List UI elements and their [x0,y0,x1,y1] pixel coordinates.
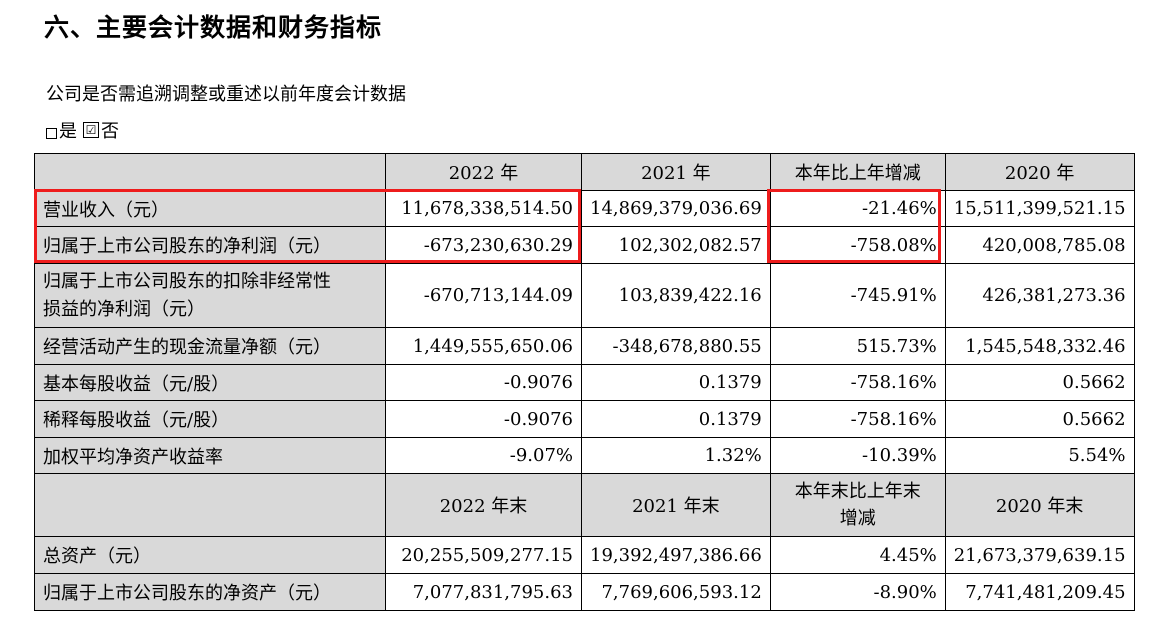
table-row: 归属于上市公司股东的净资产（元） 7,077,831,795.63 7,769,… [34,573,1135,611]
cell-value: 19,392,497,386.66 [581,536,771,574]
cell-value: 0.5662 [944,400,1135,438]
table-row: 总资产（元） 20,255,509,277.15 19,392,497,386.… [34,536,1135,574]
checked-box-icon: ☑ [83,122,99,138]
row-label-total-assets: 总资产（元） [34,536,386,574]
restatement-answer: 是 ☑ 否 [46,117,119,143]
table-row: 经营活动产生的现金流量净额（元） 1,449,555,650.06 -348,6… [34,327,1135,365]
restatement-question: 公司是否需追溯调整或重述以前年度会计数据 [46,84,406,105]
header-2022-end: 2022 年末 [385,473,582,537]
header-blank-cell [34,153,386,191]
header-line: 增减 [839,508,876,529]
header-2020-end: 2020 年末 [944,473,1135,537]
cell-value: 7,769,606,593.12 [581,573,771,611]
cell-value: 15,511,399,521.15 [944,190,1135,227]
cell-value: -745.91% [769,263,946,328]
table-row: 归属于上市公司股东的净利润（元） -673,230,630.29 102,302… [34,226,1135,264]
header-2021-end: 2021 年末 [581,473,771,537]
header-yoy-change-end: 本年末比上年末 增减 [769,473,946,537]
cell-value: 4.45% [769,536,946,574]
cell-value: 7,741,481,209.45 [944,573,1135,611]
cell-value: 0.5662 [944,364,1135,401]
unchecked-box-icon [46,127,57,139]
cell-value: 7,077,831,795.63 [385,573,582,611]
row-label-net-profit: 归属于上市公司股东的净利润（元） [34,226,386,264]
row-label-weighted-roe: 加权平均净资产收益率 [34,437,386,474]
cell-value: 14,869,379,036.69 [581,190,771,227]
cell-value: 102,302,082.57 [581,226,771,264]
row-label-revenue: 营业收入（元） [34,190,386,227]
row-label-deducted-net-profit: 归属于上市公司股东的扣除非经常性 损益的净利润（元） [34,263,386,328]
no-label: 否 [101,121,119,142]
cell-value: 103,839,422.16 [581,263,771,328]
cell-value: -9.07% [385,437,582,474]
yes-label: 是 [59,121,77,142]
label-line: 损益的净利润（元） [43,298,205,320]
cell-value: -758.16% [769,400,946,438]
header-2022: 2022 年 [385,153,582,191]
header-blank-cell [34,473,386,537]
cell-value: 5.54% [944,437,1135,474]
cell-value: -673,230,630.29 [385,226,582,264]
row-label-basic-eps: 基本每股收益（元/股） [34,364,386,401]
cell-value: 1,449,555,650.06 [385,327,582,365]
cell-value: -10.39% [769,437,946,474]
row-label-operating-cash-flow: 经营活动产生的现金流量净额（元） [34,327,386,365]
table-header-row: 2022 年末 2021 年末 本年末比上年末 增减 2020 年末 [34,473,1135,537]
table-row: 归属于上市公司股东的扣除非经常性 损益的净利润（元） -670,713,144.… [34,263,1135,328]
table-row: 基本每股收益（元/股） -0.9076 0.1379 -758.16% 0.56… [34,364,1135,401]
cell-value: -8.90% [769,573,946,611]
cell-value: -758.16% [769,364,946,401]
cell-value: 426,381,273.36 [944,263,1135,328]
table-header-row: 2022 年 2021 年 本年比上年增减 2020 年 [34,153,1135,191]
header-yoy-change: 本年比上年增减 [769,153,946,191]
cell-value: 420,008,785.08 [944,226,1135,264]
row-label-diluted-eps: 稀释每股收益（元/股） [34,400,386,438]
header-2020: 2020 年 [944,153,1135,191]
row-label-net-assets: 归属于上市公司股东的净资产（元） [34,573,386,611]
cell-value: 20,255,509,277.15 [385,536,582,574]
header-2021: 2021 年 [581,153,771,191]
label-line: 归属于上市公司股东的扣除非经常性 [43,270,331,292]
cell-value: 515.73% [769,327,946,365]
header-line: 本年末比上年末 [794,481,921,502]
section-heading: 六、主要会计数据和财务指标 [44,13,383,42]
cell-value: -0.9076 [385,364,582,401]
cell-value: 11,678,338,514.50 [385,190,582,227]
cell-value: -21.46% [769,190,946,227]
financial-indicators-table: 2022 年 2021 年 本年比上年增减 2020 年 营业收入（元） 11,… [34,153,1135,611]
table-row: 稀释每股收益（元/股） -0.9076 0.1379 -758.16% 0.56… [34,400,1135,438]
table-row: 加权平均净资产收益率 -9.07% 1.32% -10.39% 5.54% [34,437,1135,474]
cell-value: 0.1379 [581,400,771,438]
table-row: 营业收入（元） 11,678,338,514.50 14,869,379,036… [34,190,1135,227]
cell-value: -670,713,144.09 [385,263,582,328]
cell-value: -0.9076 [385,400,582,438]
cell-value: 1.32% [581,437,771,474]
cell-value: -348,678,880.55 [581,327,771,365]
cell-value: -758.08% [769,226,946,264]
cell-value: 1,545,548,332.46 [944,327,1135,365]
cell-value: 0.1379 [581,364,771,401]
cell-value: 21,673,379,639.15 [944,536,1135,574]
